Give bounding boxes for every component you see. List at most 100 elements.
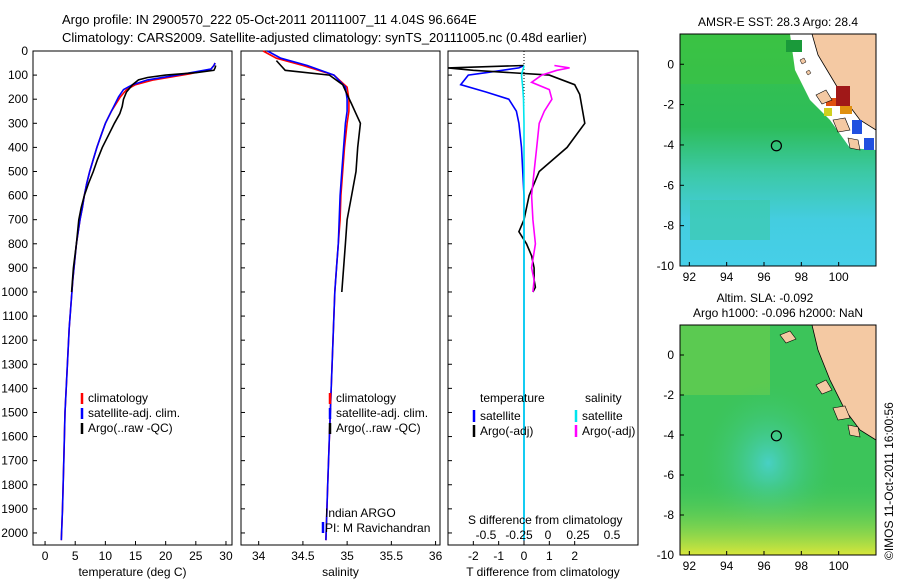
temp-ytick-label: 300: [8, 116, 28, 130]
temp-legend-label: climatology: [88, 391, 148, 405]
sla-map-ytick-label: -4: [663, 428, 674, 442]
sla-map-frame: [679, 324, 877, 556]
sla-map-ytick-label: -8: [663, 508, 674, 522]
diff-series-line: [447, 64, 586, 293]
sst-map-ytick-label: 0: [667, 57, 674, 71]
sst-map-ytick-label: -10: [657, 259, 675, 273]
temp-xtick-label: 30: [219, 549, 233, 563]
temp-ytick-label: 1300: [1, 357, 28, 371]
sal-annotation: Indian ARGO: [325, 506, 396, 520]
diff-xtick2-label: 0: [545, 528, 552, 542]
diff-xtick-label: -1: [493, 549, 504, 563]
sla-map-subtitle: Argo h1000: -0.096 h2000: NaN: [693, 306, 863, 320]
sst-map-ytick-label: -2: [663, 98, 674, 112]
sla-map-title: Altim. SLA: -0.092: [717, 291, 814, 305]
sst-map-xtick-label: 94: [720, 270, 734, 284]
sla-map-xtick-label: 94: [720, 559, 734, 573]
sla-map-ytick-label: -6: [663, 468, 674, 482]
diff-legend-header: temperature: [480, 391, 545, 405]
sal-xlabel: salinity: [322, 565, 359, 579]
temp-ytick-label: 1900: [1, 502, 28, 516]
sst-map-xtick-label: 100: [829, 270, 849, 284]
imos-stamp: ©IMOS 11-Oct-2011 16:00:56: [882, 402, 896, 560]
sal-annotation: PI: M Ravichandran: [325, 521, 430, 535]
sst-map-title: AMSR-E SST: 28.3 Argo: 28.4: [698, 15, 858, 29]
temp-xtick-label: 15: [129, 549, 143, 563]
diff-xtick-label: -2: [468, 549, 479, 563]
temp-ytick-label: 1200: [1, 333, 28, 347]
sst-map-ytick-label: -4: [663, 138, 674, 152]
diff-xtick2-label: -0.5: [476, 528, 497, 542]
temp-legend-label: satellite-adj. clim.: [88, 406, 180, 420]
temp-ytick-label: 100: [8, 68, 28, 82]
sla-map-xtick-label: 92: [683, 559, 697, 573]
diff-axes-frame: [447, 50, 639, 546]
temp-ytick-label: 1000: [1, 285, 28, 299]
temp-ytick-label: 700: [8, 213, 28, 227]
temp-ytick-label: 1400: [1, 381, 28, 395]
temp-ytick-label: 1500: [1, 405, 28, 419]
sal-xtick-label: 36: [429, 549, 443, 563]
sla-map-xtick-label: 100: [829, 559, 849, 573]
temp-series-line: [60, 62, 216, 541]
temp-ytick-label: 2000: [1, 526, 28, 540]
sla-map-ytick-label: -10: [657, 548, 675, 562]
sla-map-xtick-label: 98: [795, 559, 809, 573]
temp-ytick-label: 1700: [1, 454, 28, 468]
diff-xtick-label: 0: [521, 549, 528, 563]
temp-ytick-label: 1600: [1, 430, 28, 444]
temp-ytick-label: 900: [8, 261, 28, 275]
diff-xtick2-label: 0.25: [566, 528, 590, 542]
diff-legend-label: satellite: [480, 409, 521, 423]
temp-ytick-label: 400: [8, 140, 28, 154]
plot-title-line1: Argo profile: IN 2900570_222 05-Oct-2011…: [62, 12, 477, 27]
sla-map-argo-marker: [770, 430, 782, 442]
diff-xtick2-label: 0.5: [604, 528, 621, 542]
sal-legend-label: satellite-adj. clim.: [336, 406, 428, 420]
temp-ytick-label: 1800: [1, 478, 28, 492]
sal-legend-label: Argo(..raw -QC): [336, 421, 421, 435]
temp-legend-label: Argo(..raw -QC): [88, 421, 173, 435]
temp-xtick-label: 5: [72, 549, 79, 563]
temp-ytick-label: 800: [8, 237, 28, 251]
diff-series-line: [459, 64, 525, 541]
diff-series-line: [520, 65, 525, 541]
temp-ytick-label: 200: [8, 92, 28, 106]
sst-map-frame: [679, 33, 877, 267]
sal-series-line: [267, 50, 348, 541]
temp-xtick-label: 10: [99, 549, 113, 563]
temp-xtick-label: 0: [42, 549, 49, 563]
diff-xlabel: T difference from climatology: [466, 565, 620, 579]
sla-map-xtick-label: 96: [757, 559, 771, 573]
temp-xtick-label: 20: [159, 549, 173, 563]
diff-xtick2-label: -0.25: [505, 528, 533, 542]
temp-xtick-label: 25: [189, 549, 203, 563]
diff-series-line: [529, 64, 570, 293]
temp-ytick-label: 1100: [2, 309, 28, 323]
sal-xtick-label: 35.5: [380, 549, 404, 563]
diff-xlabel2: S difference from climatology: [468, 513, 623, 527]
diff-xtick-label: 1: [546, 549, 553, 563]
sst-map-xtick-label: 98: [795, 270, 809, 284]
sla-map-image: [680, 325, 876, 555]
temp-series-line: [60, 62, 216, 541]
temp-ytick-label: 0: [21, 44, 28, 58]
sal-legend-label: climatology: [336, 391, 396, 405]
sst-map-image: [680, 34, 876, 266]
sal-series-line: [275, 60, 362, 293]
diff-legend-label: satellite: [582, 409, 623, 423]
temp-ytick-label: 500: [8, 164, 28, 178]
sst-map-ytick-label: -8: [663, 219, 674, 233]
temp-xlabel: temperature (deg C): [78, 565, 186, 579]
diff-legend-header: salinity: [585, 391, 622, 405]
sal-xtick-label: 35: [340, 549, 354, 563]
sla-map-ytick-label: -2: [663, 388, 674, 402]
sst-map-argo-marker: [770, 140, 782, 152]
diff-xtick-label: 2: [571, 549, 578, 563]
sal-series-line: [262, 50, 350, 541]
temp-axes-frame: [32, 50, 233, 546]
temp-ytick-label: 600: [8, 189, 28, 203]
sal-xtick-label: 34.5: [291, 549, 315, 563]
sal-axes-frame: [240, 50, 441, 546]
diff-legend-label: Argo(-adj): [480, 424, 533, 438]
